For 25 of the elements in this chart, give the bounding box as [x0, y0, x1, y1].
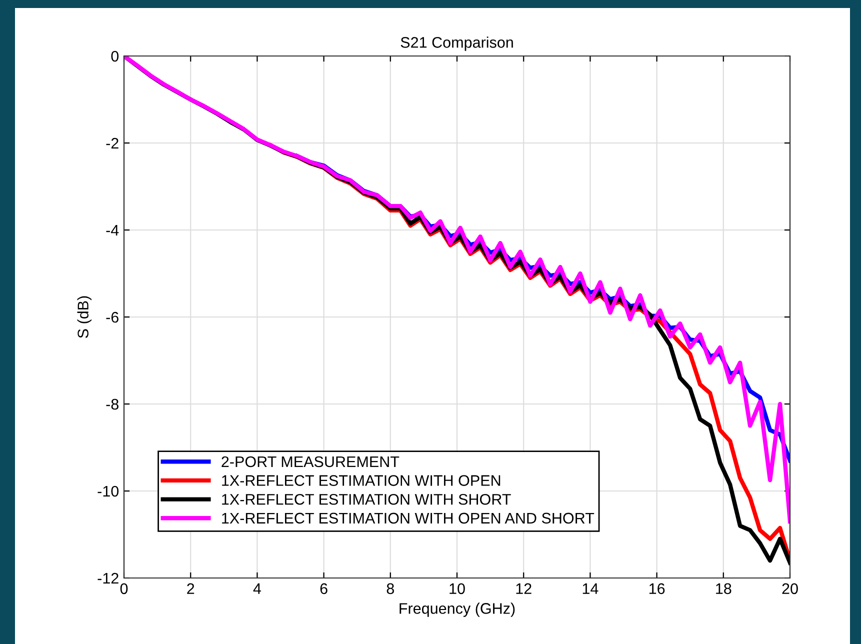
y-tick-label: -6: [106, 312, 118, 323]
x-tick-label: 6: [320, 583, 328, 594]
y-tick-label: -10: [98, 486, 119, 497]
x-tick-label: 16: [649, 583, 665, 594]
x-axis-title: Frequency (GHz): [400, 602, 515, 617]
chart-title: S21 Comparison: [400, 36, 513, 51]
x-tick-label: 14: [582, 583, 598, 594]
legend-label: 1X-REFLECT ESTIMATION WITH OPEN AND SHORT: [222, 512, 594, 524]
x-tick-label: 4: [253, 583, 261, 594]
y-axis-title: S (dB): [77, 296, 92, 338]
x-tick-label: 10: [450, 583, 465, 594]
x-tick-label: 8: [386, 583, 394, 594]
legend-label: 1X-REFLECT ESTIMATION WITH SHORT: [222, 494, 511, 505]
legend-label: 2-PORT MEASUREMENT: [222, 456, 400, 468]
x-tick-label: 20: [782, 583, 798, 594]
y-tick-label: -4: [106, 225, 119, 236]
legend-label: 1X-REFLECT ESTIMATION WITH OPEN: [222, 475, 500, 486]
y-tick-label: -12: [98, 572, 118, 584]
x-tick-label: 0: [120, 583, 128, 594]
y-tick-label: 0: [111, 50, 119, 62]
x-tick-label: 12: [516, 583, 532, 594]
x-tick-label: 2: [187, 583, 194, 594]
y-tick-label: -8: [106, 398, 118, 410]
x-tick-label: 18: [716, 583, 732, 594]
y-tick-label: -2: [106, 138, 118, 149]
